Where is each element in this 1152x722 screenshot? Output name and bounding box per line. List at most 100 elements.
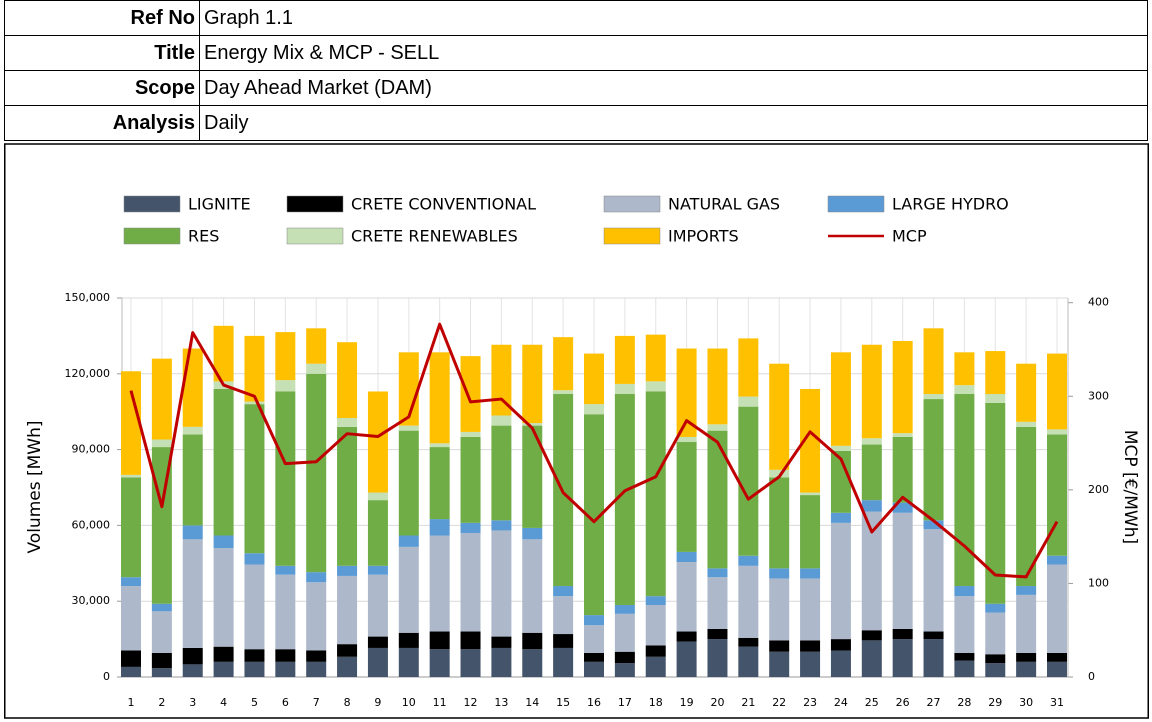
bar-segment — [1016, 652, 1037, 662]
x-tick-label: 8 — [344, 696, 351, 709]
bar-segment — [584, 404, 604, 415]
bar-segment — [337, 575, 358, 645]
bar-segment — [367, 636, 388, 648]
bar-segment — [337, 426, 358, 566]
bar-segment — [923, 631, 944, 640]
y2-axis-label: MCP [€/MWh] — [1120, 430, 1140, 544]
x-tick-label: 29 — [988, 696, 1002, 709]
bar-segment — [553, 647, 574, 677]
bar-segment — [429, 631, 450, 650]
x-tick-label: 5 — [251, 696, 258, 709]
bar-segment — [769, 477, 790, 569]
bar-segment — [522, 344, 543, 424]
bar-segment — [954, 652, 975, 661]
bar-segment — [306, 582, 327, 651]
x-tick-label: 4 — [220, 696, 227, 709]
bar-segment — [460, 436, 481, 523]
bar-segment — [491, 344, 512, 416]
bar-segment — [861, 630, 882, 641]
x-tick-label: 10 — [402, 696, 416, 709]
bar-segment — [491, 520, 512, 531]
bar-segment — [614, 663, 635, 677]
bar-segment — [151, 439, 172, 448]
header-label: Ref No — [4, 0, 200, 36]
header-table: Ref No Graph 1.1 Title Energy Mix & MCP - … — [4, 0, 1148, 141]
bar-segment — [800, 640, 821, 652]
bar-segment — [923, 529, 944, 632]
bar-segment — [1047, 429, 1067, 435]
x-tick-label: 16 — [587, 696, 601, 709]
bar-segment — [985, 654, 1006, 664]
x-tick-label: 21 — [741, 696, 755, 709]
chart-frame — [4, 143, 1149, 719]
bar-segment — [337, 565, 358, 576]
bar-segment — [738, 338, 759, 397]
x-tick-label: 18 — [649, 696, 663, 709]
bar-segment — [213, 548, 234, 647]
y2-tick-label: 0 — [1088, 670, 1095, 683]
header-value: Energy Mix & MCP - SELL — [199, 35, 1148, 71]
bar-segment — [830, 352, 851, 446]
y-tick-label: 0 — [103, 670, 110, 683]
bar-segment — [182, 426, 203, 435]
bar-segment — [676, 436, 697, 443]
bar-segment — [244, 401, 265, 405]
legend-label: RES — [188, 227, 219, 246]
bar-segment — [800, 568, 821, 579]
bar-segment — [861, 500, 882, 512]
bar-segment — [861, 511, 882, 631]
bar-segment — [769, 651, 790, 677]
bar-segment — [985, 351, 1006, 395]
x-tick-label: 7 — [313, 696, 320, 709]
bar-segment — [182, 348, 203, 427]
bar-segment — [1016, 426, 1037, 587]
bar-segment — [151, 611, 172, 653]
bar-segment — [553, 634, 574, 648]
x-tick-label: 1 — [128, 696, 135, 709]
bar-segment — [614, 383, 635, 395]
bar-segment — [213, 646, 234, 662]
bar-segment — [306, 363, 327, 374]
bar-segment — [954, 596, 975, 653]
bar-segment — [676, 551, 697, 563]
bar-segment — [738, 565, 759, 638]
bar-segment — [398, 546, 419, 633]
bar-segment — [553, 390, 574, 395]
y-tick-label: 120,000 — [65, 367, 111, 380]
bar-segment — [522, 632, 543, 650]
bar-segment — [645, 334, 666, 382]
bar-segment — [861, 438, 882, 445]
bar-segment — [645, 381, 666, 392]
legend-label: CRETE RENEWABLES — [351, 227, 518, 246]
bar-segment — [275, 332, 296, 381]
bar-segment — [1047, 555, 1067, 565]
bar-segment — [892, 433, 913, 437]
x-tick-label: 31 — [1050, 696, 1064, 709]
bar-segment — [800, 492, 821, 496]
bar-segment — [151, 668, 172, 677]
bar-segment — [398, 430, 419, 536]
bar-segment — [676, 562, 697, 632]
bar-segment — [367, 574, 388, 637]
bar-segment — [707, 424, 728, 431]
y-axis-label: Volumes [MWh] — [25, 420, 45, 553]
bar-segment — [213, 388, 234, 536]
bar-segment — [923, 394, 944, 400]
bar-segment — [367, 647, 388, 677]
legend-swatch — [827, 195, 885, 213]
bar-segment — [985, 394, 1006, 403]
bar-segment — [676, 442, 697, 552]
bar-segment — [244, 661, 265, 677]
bar-segment — [738, 406, 759, 556]
x-tick-label: 12 — [464, 696, 478, 709]
bar-segment — [584, 615, 604, 626]
bar-segment — [1047, 564, 1067, 653]
bar-segment — [954, 660, 975, 677]
bar-segment — [367, 492, 388, 501]
bar-segment — [553, 586, 574, 597]
bar-segment — [707, 568, 728, 578]
bar-segment — [738, 555, 759, 566]
bar-segment — [1016, 661, 1037, 677]
bar-segment — [985, 663, 1006, 677]
